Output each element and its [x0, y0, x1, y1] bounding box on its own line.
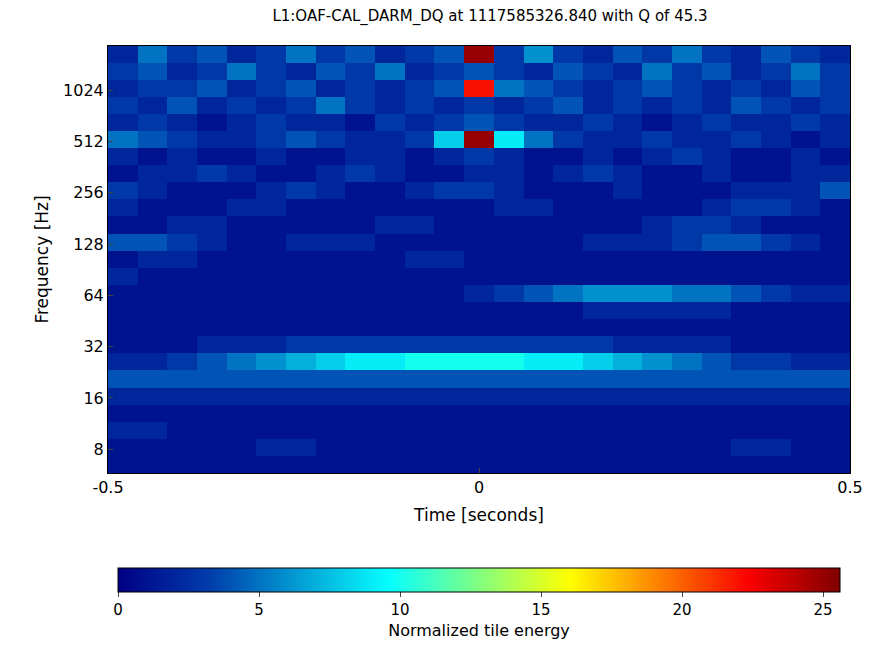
svg-text:0: 0	[113, 601, 123, 619]
svg-text:Normalized tile energy: Normalized tile energy	[388, 621, 570, 640]
svg-text:32: 32	[83, 337, 103, 356]
svg-text:L1:OAF-CAL_DARM_DQ at 11175853: L1:OAF-CAL_DARM_DQ at 1117585326.840 wit…	[272, 7, 707, 26]
svg-text:8: 8	[94, 440, 104, 459]
svg-text:Time [seconds]: Time [seconds]	[413, 505, 544, 525]
svg-text:Frequency [Hz]: Frequency [Hz]	[32, 195, 52, 323]
svg-text:128: 128	[73, 235, 104, 254]
svg-text:256: 256	[73, 183, 104, 202]
svg-text:25: 25	[814, 601, 833, 619]
svg-text:64: 64	[83, 286, 103, 305]
svg-text:512: 512	[73, 132, 104, 151]
svg-text:1024: 1024	[63, 81, 104, 100]
svg-text:20: 20	[673, 601, 692, 619]
svg-text:15: 15	[532, 601, 551, 619]
svg-text:0.5: 0.5	[837, 478, 862, 497]
svg-text:0: 0	[474, 478, 484, 497]
svg-text:16: 16	[83, 389, 103, 408]
svg-text:10: 10	[390, 601, 409, 619]
svg-text:5: 5	[254, 601, 264, 619]
svg-text:-0.5: -0.5	[92, 478, 123, 497]
